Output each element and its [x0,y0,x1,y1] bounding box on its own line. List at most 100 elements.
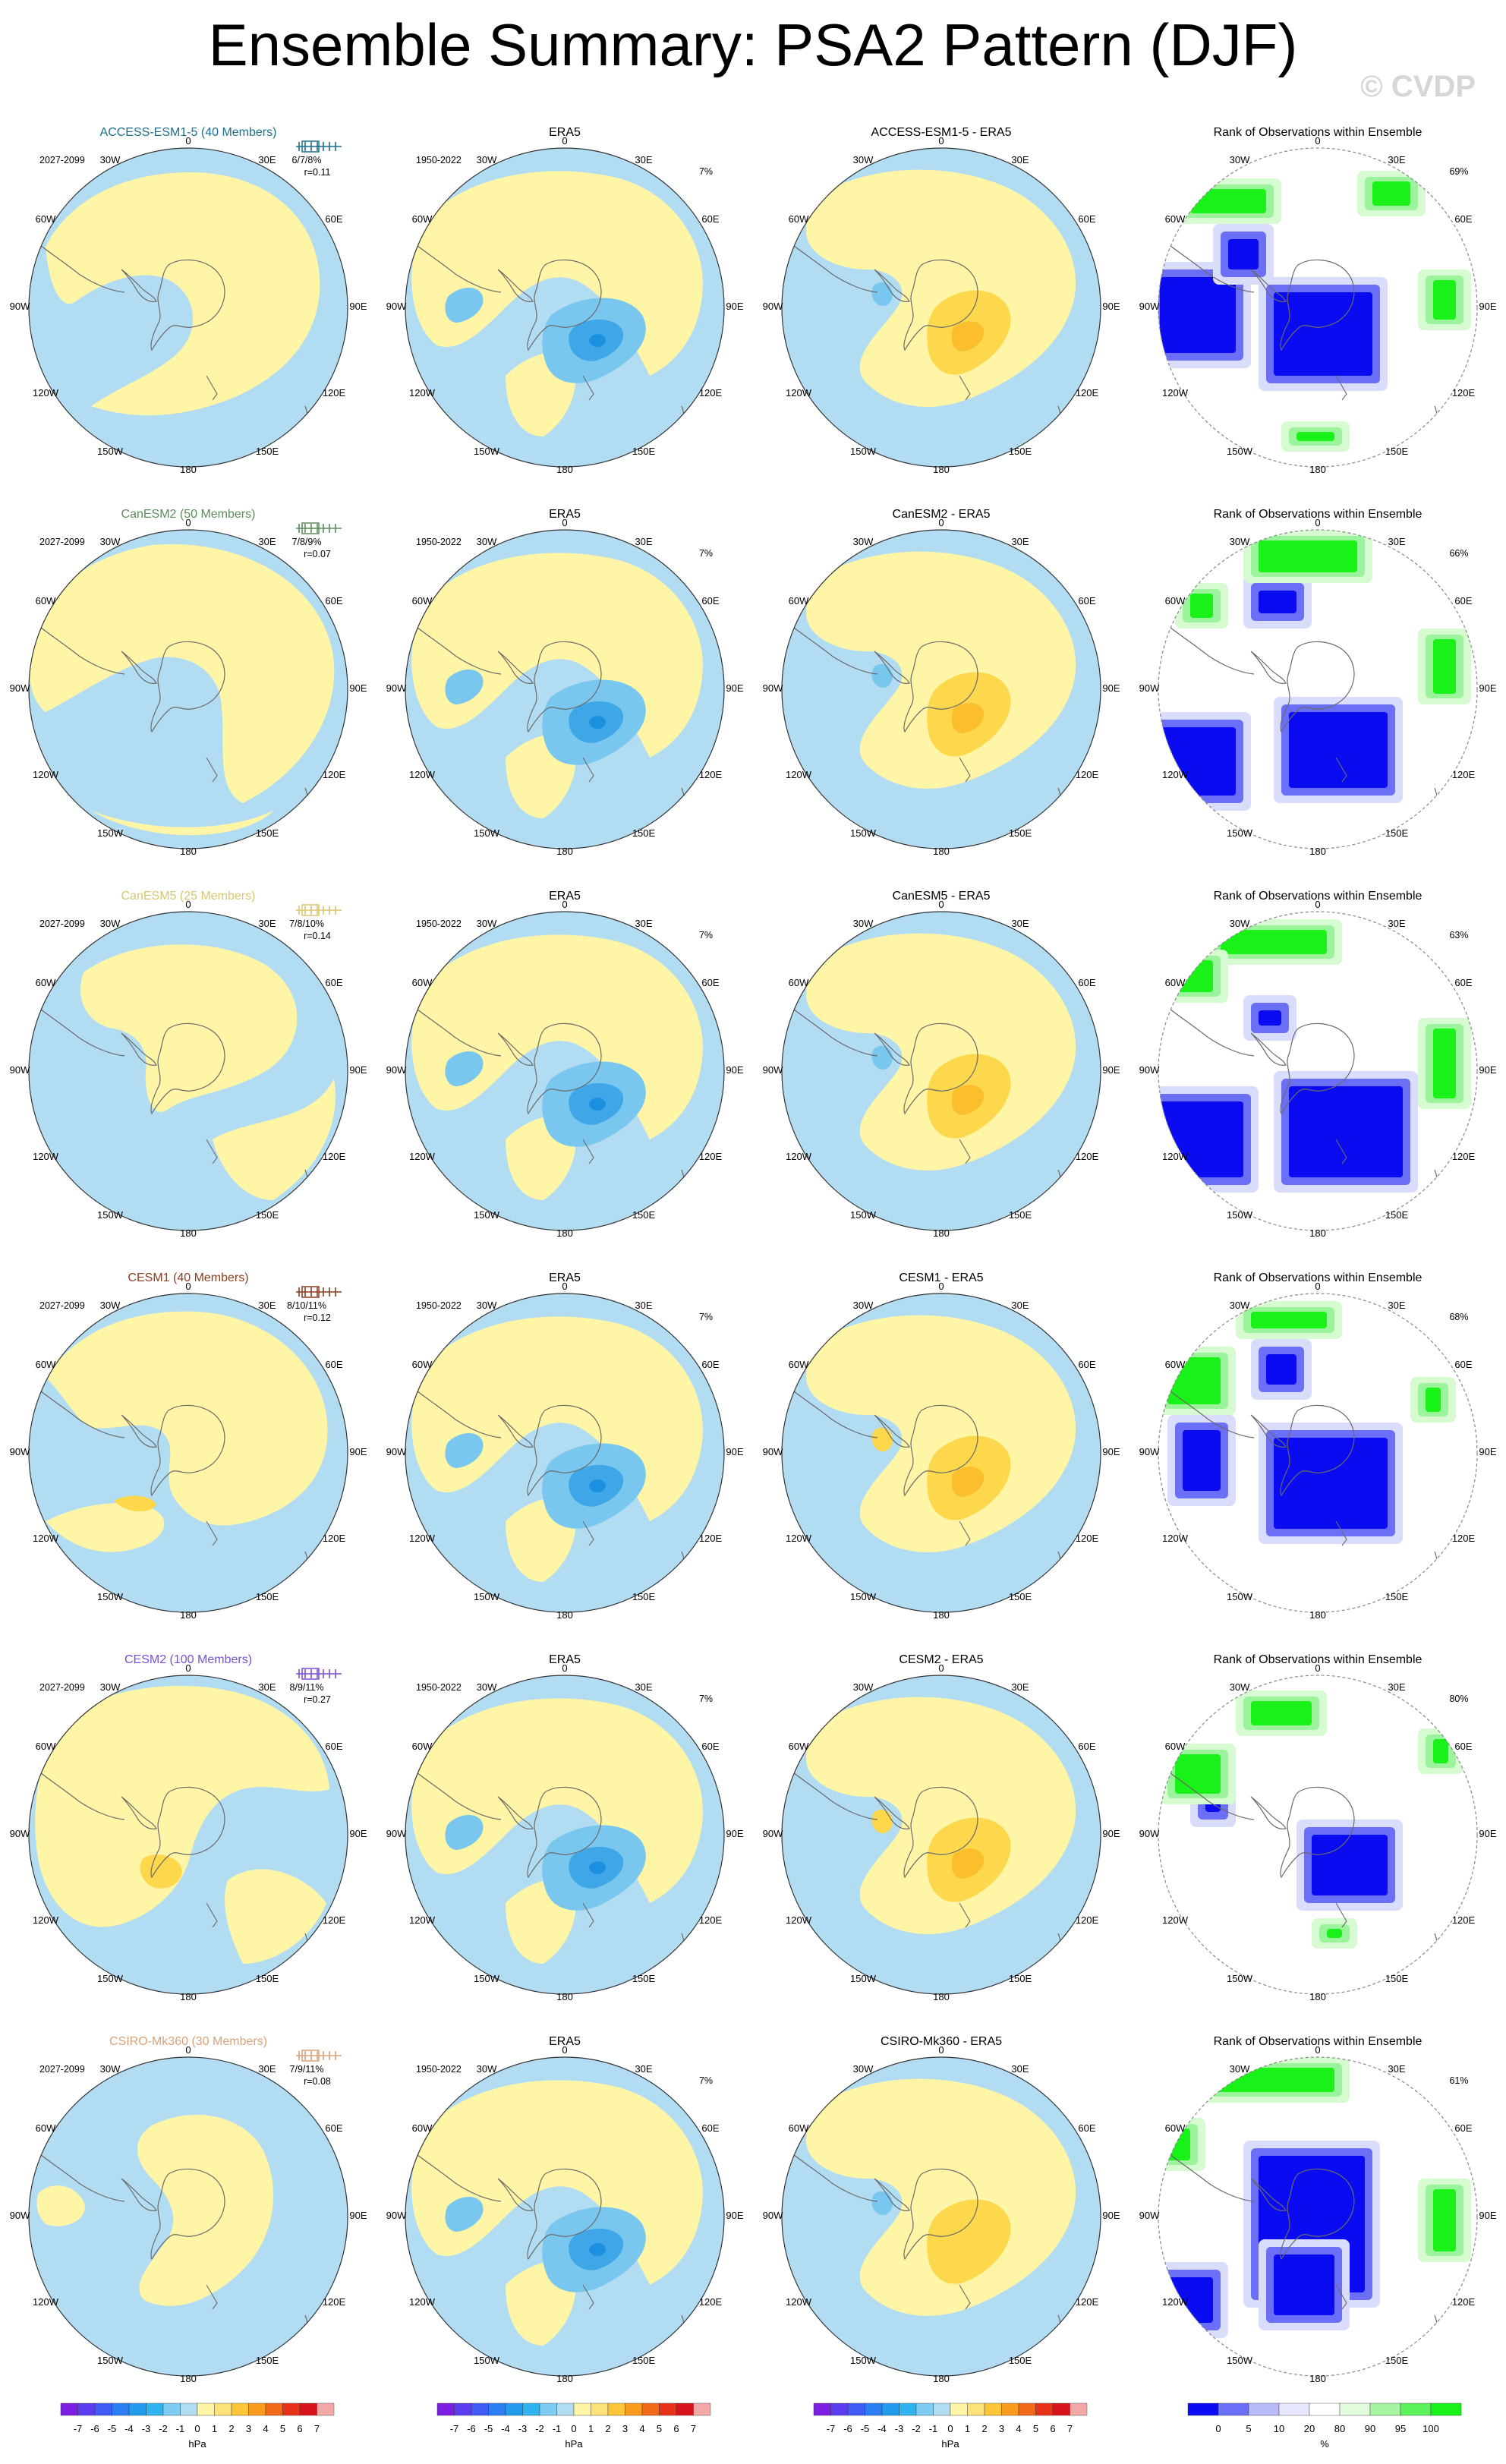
longitude-label: 90E [726,1446,743,1457]
longitude-label: 0 [938,517,944,528]
contours [80,944,336,1200]
rank-high-strong [1175,1754,1221,1794]
africa-coast [1407,2061,1434,2081]
longitude-label: 120W [33,1151,59,1162]
colorbar-tick: 0 [194,2423,200,2434]
new-zealand-coast [959,375,971,401]
antarctica-outline [121,1022,225,1115]
rank-low-strong [1274,2254,1334,2315]
era5-title: ERA5 [549,1271,581,1284]
colorbar-swatch [60,2403,78,2416]
positive-region [29,544,335,803]
pct-label: 7/8/9% [292,537,322,547]
longitude-label: 90W [763,2210,783,2221]
colorbar-tick: 5 [1246,2423,1251,2434]
africa-coast [654,534,681,553]
longitude-label: 180 [933,464,950,475]
rank-high-strong [1259,540,1357,572]
colorbar-swatch [1187,2403,1219,2416]
longitude-label: 120E [699,769,723,780]
antarctica-outline [497,1786,602,1879]
longitude-label: 60E [701,595,719,607]
longitude-label: 30E [1388,2063,1405,2075]
longitude-label: 120E [1452,1151,1476,1162]
rank-high-strong [1251,1312,1327,1328]
colorbar-swatch [162,2403,181,2416]
longitude-label: 60E [325,213,342,225]
period-label: 2027-2099 [39,1682,85,1693]
negative-region [445,1051,484,1086]
longitude-label: 150W [1227,1209,1253,1221]
colorbar-swatch [1218,2403,1249,2416]
longitude-label: 60E [1078,595,1095,607]
longitude-label: 90E [1102,2210,1120,2221]
antarctica-outline [497,2168,602,2261]
longitude-label: 150E [1385,1973,1409,1984]
longitude-label: 120W [1162,1533,1189,1544]
longitude-label: 150W [1227,1591,1253,1602]
era5-map: 0 30W 30E 60W 60E 90W 90E 120W 120E 150W 150E 180 ER… [376,1248,753,1631]
longitude-label: 120E [323,2296,346,2308]
new-zealand-coast [206,1520,218,1546]
contours [46,1311,328,1552]
contours [411,2080,703,2346]
longitude-label: 150W [1227,2355,1253,2366]
rank-title: Rank of Observations within Ensemble [1214,2035,1423,2048]
longitude-label: 150E [1385,2355,1409,2366]
longitude-label: 60E [1454,1741,1472,1752]
rank-high-strong [1433,280,1456,320]
map-border [781,2056,1101,2377]
colorbar-swatch [539,2403,557,2416]
positive-region [46,172,320,416]
colorbar-swatch [1070,2403,1088,2416]
longitude-label: 30E [1011,2063,1029,2075]
negative-region [445,2197,484,2232]
longitude-label: 120E [1076,769,1099,780]
longitude-label: 90W [10,1828,30,1839]
longitude-label: 150W [97,446,124,457]
rank-high-strong [1327,1929,1342,1938]
colorbar-tick: 5 [657,2423,662,2434]
contours [29,544,335,836]
longitude-label: 60W [412,2122,433,2134]
colorbar-tick: 6 [1050,2423,1055,2434]
colorbar-swatch [146,2403,164,2416]
pct-label: 7% [699,2075,713,2086]
longitude-label: 180 [556,846,573,857]
colorbar-tick: 2 [228,2423,234,2434]
longitude-label: 60W [1165,1359,1186,1370]
longitude-label: 90E [349,1064,367,1076]
longitude-label: 60W [36,1359,56,1370]
longitude-label: 30W [853,1300,874,1311]
pct-label: 7% [699,930,713,941]
positive-region [225,1869,326,1964]
colorbar-tick: 4 [1016,2423,1021,2434]
longitude-label: 180 [933,1991,950,2002]
colorbar-tick: 6 [297,2423,302,2434]
period-label: 2027-2099 [39,918,85,929]
colorbar-swatch [556,2403,575,2416]
positive-region [806,933,1076,1171]
colorbar-swatch [197,2403,215,2416]
difference-map: 0 30W 30E 60W 60E 90W 90E 120W 120E 150W 150E 180 Ca… [753,484,1130,867]
whisker-box [301,1668,320,1680]
longitude-label: 150W [474,827,500,839]
new-zealand-coast [1335,1520,1347,1546]
south-america-coast [30,619,125,675]
south-america-coast [1159,2146,1255,2202]
contours [806,1315,1076,1552]
longitude-label: 90W [763,682,783,694]
colorbar-tick: -2 [159,2423,168,2434]
colorbar-swatch [984,2403,1002,2416]
longitude-label: 150E [1385,446,1409,457]
stronger-positive [951,1467,985,1497]
colorbar-tick: -2 [912,2423,921,2434]
colorbar-swatch [128,2403,147,2416]
colorbar-swatch [830,2403,849,2416]
longitude-label: 0 [1315,1662,1320,1674]
positive-region [806,551,1076,789]
model-title: CESM2 (100 Members) [124,1653,252,1666]
rank-title: Rank of Observations within Ensemble [1214,1653,1423,1666]
longitude-label: 60W [412,595,433,607]
longitude-label: 120E [1452,1914,1476,1926]
